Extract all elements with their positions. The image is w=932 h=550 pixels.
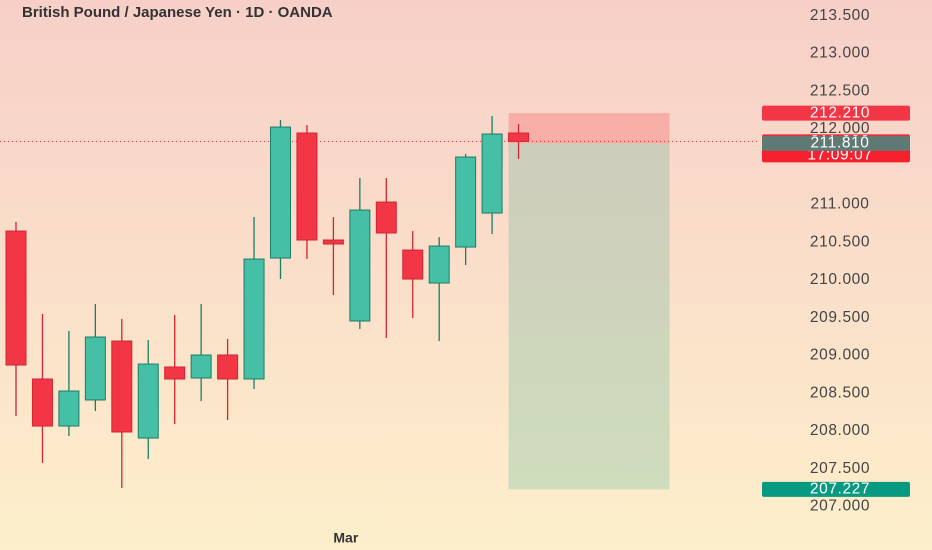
y-tick-label: 208.500 [810, 384, 870, 401]
price-label: 212.210 [810, 104, 870, 121]
y-tick-label: 212.000 [810, 120, 870, 137]
candle-body [217, 354, 239, 380]
price-label: 207.227 [810, 480, 870, 497]
candle-body [84, 336, 106, 401]
y-tick-label: 209.000 [810, 347, 870, 364]
price-label: 211.810 [810, 134, 869, 151]
candle-body [296, 132, 318, 241]
y-tick-label: 212.500 [810, 82, 870, 99]
price-label-box [762, 135, 910, 151]
candle-body [58, 390, 80, 427]
candle-body [243, 258, 265, 380]
y-tick-label: 208.000 [810, 422, 870, 439]
candle-body [190, 354, 212, 379]
y-tick-label: 210.500 [810, 233, 870, 250]
y-tick-label: 209.500 [810, 309, 870, 326]
stop-zone [508, 113, 670, 144]
candle-body [402, 249, 424, 280]
candle-body [270, 126, 291, 259]
price-label-box [762, 105, 910, 121]
candle-body [137, 363, 159, 439]
y-tick-label: 207.500 [810, 460, 870, 477]
x-tick-label: Mar [333, 530, 358, 546]
y-tick-label: 213.500 [810, 7, 870, 24]
y-tick-label: 210.000 [810, 271, 870, 288]
candle-body [349, 209, 371, 322]
candle-body [5, 230, 27, 366]
candle-body [481, 133, 503, 214]
candle-body [428, 245, 450, 284]
chart-title: British Pound / Japanese Yen · 1D · OAND… [22, 4, 333, 21]
target-zone [508, 143, 670, 490]
candle-body [31, 378, 53, 427]
candle-body [508, 132, 530, 142]
y-tick-label: 211.000 [810, 196, 869, 213]
candle-body [111, 340, 133, 433]
y-tick-label: 207.000 [810, 498, 870, 515]
candle-body [322, 239, 344, 245]
candle-body [164, 366, 186, 380]
candle-body [455, 156, 477, 248]
candle-body [375, 201, 397, 234]
y-tick-label: 213.000 [810, 45, 870, 62]
price-label-box [762, 481, 910, 497]
